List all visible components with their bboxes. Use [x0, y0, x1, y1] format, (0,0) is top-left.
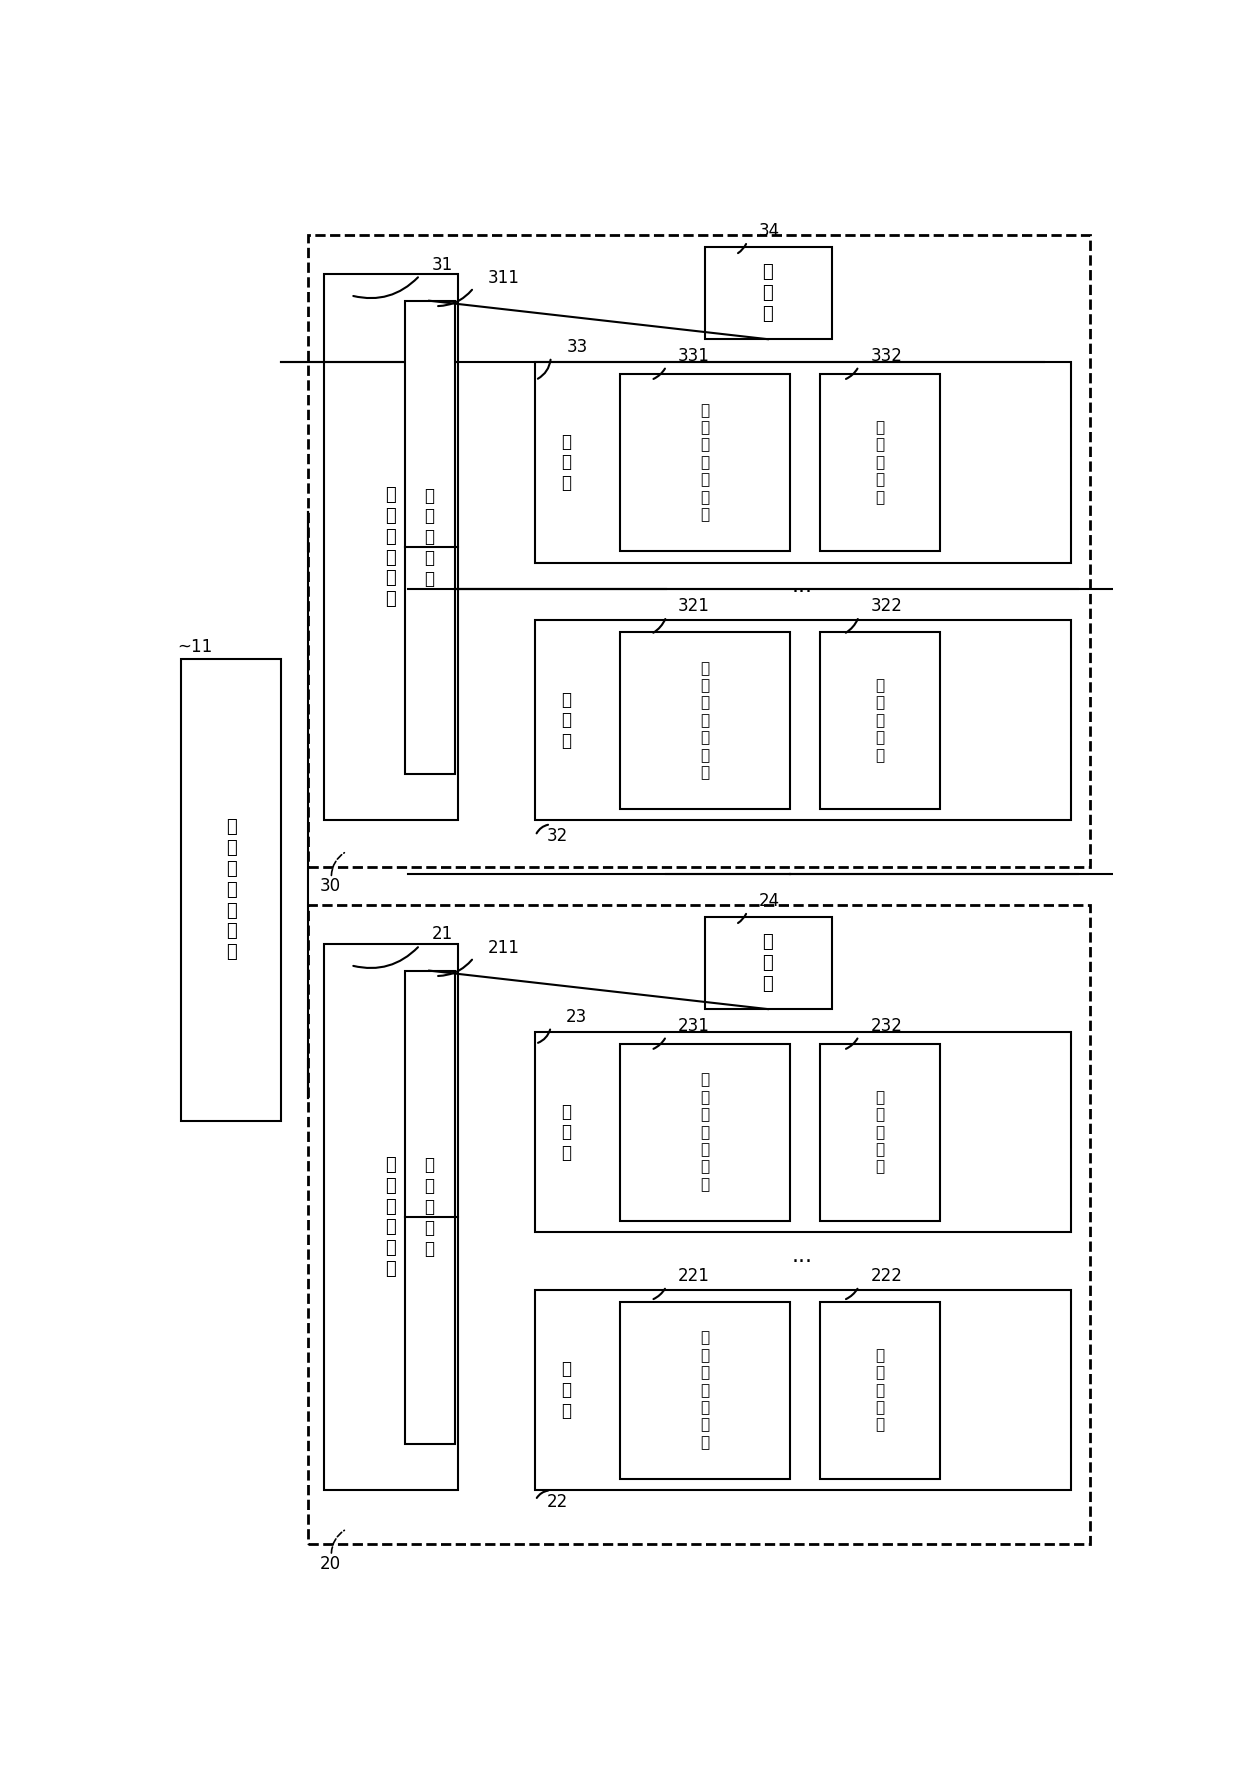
Text: 221: 221: [678, 1268, 709, 1285]
Bar: [620, 1043, 790, 1222]
Text: 温
度
侦
测
器: 温 度 侦 测 器: [875, 679, 884, 762]
Text: 32: 32: [547, 827, 568, 845]
Bar: [536, 1033, 1070, 1232]
Text: 22: 22: [547, 1492, 568, 1512]
Text: 322: 322: [870, 598, 903, 615]
Text: 331: 331: [678, 347, 709, 366]
Text: 20: 20: [320, 1554, 341, 1572]
Text: 风
扇
组: 风 扇 组: [763, 934, 774, 992]
Text: 211: 211: [487, 939, 520, 956]
Text: 30: 30: [320, 877, 341, 895]
Text: 基
板
管
理
控
制
器: 基 板 管 理 控 制 器: [701, 1331, 709, 1450]
Bar: [404, 971, 455, 1444]
Text: 服
务
器: 服 务 器: [562, 433, 572, 492]
Text: 背
板
处
理
器: 背 板 处 理 器: [424, 486, 434, 587]
Text: 33: 33: [567, 338, 588, 355]
Text: 332: 332: [870, 347, 903, 366]
Bar: [404, 301, 455, 774]
Bar: [821, 1301, 940, 1478]
Bar: [536, 1291, 1070, 1490]
Bar: [324, 274, 459, 820]
Text: 区
域
控
制
单
元: 区 域 控 制 单 元: [386, 486, 396, 608]
Text: ...: ...: [792, 1245, 813, 1266]
Text: 222: 222: [870, 1268, 903, 1285]
Text: 服
务
器: 服 务 器: [562, 1103, 572, 1162]
Text: 23: 23: [567, 1008, 588, 1025]
Bar: [309, 905, 1090, 1543]
Bar: [309, 235, 1090, 866]
Text: 服
务
器: 服 务 器: [562, 691, 572, 750]
Text: 温
度
侦
测
器: 温 度 侦 测 器: [875, 421, 884, 504]
Text: 区
域
控
制
单
元: 区 域 控 制 单 元: [386, 1156, 396, 1278]
Text: 34: 34: [759, 223, 780, 240]
Text: 24: 24: [759, 893, 780, 911]
Text: 基
板
管
理
控
制
器: 基 板 管 理 控 制 器: [701, 661, 709, 780]
Text: 温
度
侦
测
器: 温 度 侦 测 器: [875, 1347, 884, 1432]
Text: 风
扇
组: 风 扇 组: [763, 263, 774, 324]
Bar: [620, 631, 790, 810]
Text: 服
务
器: 服 务 器: [562, 1360, 572, 1420]
Bar: [324, 944, 459, 1490]
Bar: [821, 1043, 940, 1222]
Bar: [181, 659, 281, 1121]
Text: 321: 321: [678, 598, 709, 615]
Text: 背
板
处
理
器: 背 板 处 理 器: [424, 1156, 434, 1257]
Text: 31: 31: [432, 256, 453, 274]
Bar: [821, 373, 940, 552]
Bar: [821, 631, 940, 810]
Bar: [704, 248, 832, 339]
Text: 机
柜
管
理
控
制
器: 机 柜 管 理 控 制 器: [226, 819, 237, 962]
Text: 232: 232: [870, 1017, 903, 1034]
Text: 311: 311: [487, 269, 520, 286]
Bar: [536, 621, 1070, 820]
Text: 基
板
管
理
控
制
器: 基 板 管 理 控 制 器: [701, 1073, 709, 1192]
Bar: [620, 1301, 790, 1478]
Text: 基
板
管
理
控
制
器: 基 板 管 理 控 制 器: [701, 403, 709, 522]
Bar: [704, 918, 832, 1010]
Bar: [536, 362, 1070, 562]
Bar: [620, 373, 790, 552]
Text: ...: ...: [792, 576, 813, 596]
Text: 21: 21: [432, 925, 453, 944]
Text: 231: 231: [678, 1017, 709, 1034]
Text: 温
度
侦
测
器: 温 度 侦 测 器: [875, 1091, 884, 1174]
Text: ~11: ~11: [177, 638, 212, 656]
